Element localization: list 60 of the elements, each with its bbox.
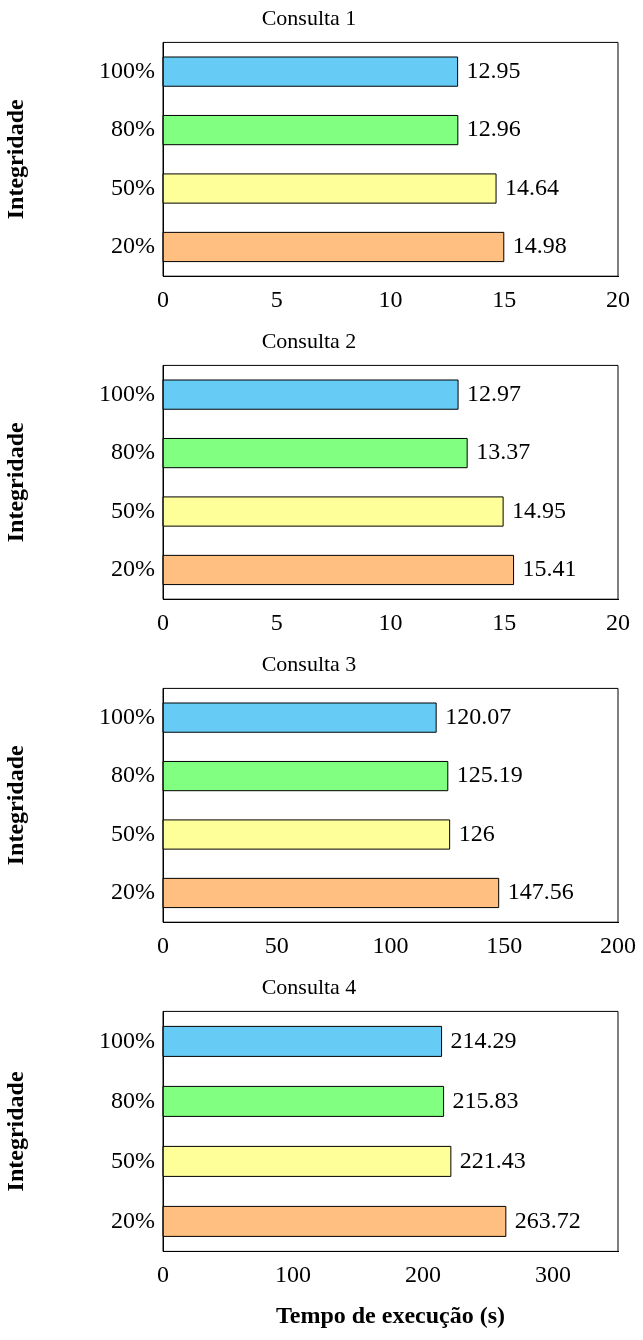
y-tick-label: 100% xyxy=(99,702,155,729)
x-tick-label: 0 xyxy=(157,608,169,635)
x-tick-label: 150 xyxy=(486,931,523,958)
y-axis-title: Integridade xyxy=(1,98,28,220)
x-tick-label: 5 xyxy=(270,285,283,312)
data-label: 147.56 xyxy=(507,878,574,905)
chart-title: Consulta 4 xyxy=(261,973,357,999)
chart-title: Consulta 2 xyxy=(261,327,357,353)
x-tick-label: 0 xyxy=(157,1261,169,1288)
x-tick-label: 200 xyxy=(405,1261,441,1288)
data-label: 125.19 xyxy=(456,761,523,788)
y-axis-title: Integridade xyxy=(1,421,28,543)
y-tick-label: 50% xyxy=(111,819,155,846)
y-tick-label: 100% xyxy=(99,56,155,83)
y-tick-label: 20% xyxy=(111,232,155,259)
x-tick-label: 10 xyxy=(378,608,403,635)
x-tick-label: 200 xyxy=(600,931,636,958)
y-tick-label: 50% xyxy=(111,1146,155,1173)
data-label: 12.95 xyxy=(466,56,521,83)
x-axis-title: Tempo de execução (s) xyxy=(275,1301,506,1328)
data-label: 263.72 xyxy=(514,1206,581,1233)
x-tick-label: 300 xyxy=(535,1261,571,1288)
x-tick-label: 50 xyxy=(264,931,289,958)
data-label: 12.96 xyxy=(466,115,521,142)
y-tick-label: 20% xyxy=(111,878,155,905)
y-tick-label: 50% xyxy=(111,173,155,200)
y-axis-title: Integridade xyxy=(1,744,28,866)
y-tick-label: 80% xyxy=(111,1086,155,1113)
x-tick-label: 20 xyxy=(606,608,630,635)
data-label: 13.37 xyxy=(476,438,531,465)
data-label: 215.83 xyxy=(452,1086,519,1113)
y-tick-label: 80% xyxy=(111,438,155,465)
data-label: 221.43 xyxy=(459,1146,526,1173)
data-label: 14.64 xyxy=(505,173,560,200)
y-tick-label: 20% xyxy=(111,1206,155,1233)
x-tick-label: 0 xyxy=(157,931,169,958)
y-tick-label: 80% xyxy=(111,761,155,788)
x-tick-label: 15 xyxy=(492,608,517,635)
data-label: 14.95 xyxy=(512,496,567,523)
y-tick-label: 100% xyxy=(99,379,155,406)
data-label: 120.07 xyxy=(445,702,512,729)
x-tick-label: 10 xyxy=(378,285,403,312)
x-tick-label: 100 xyxy=(275,1261,311,1288)
y-tick-label: 80% xyxy=(111,115,155,142)
y-tick-label: 50% xyxy=(111,496,155,523)
x-tick-label: 20 xyxy=(606,285,630,312)
x-tick-label: 0 xyxy=(157,285,169,312)
y-tick-label: 100% xyxy=(99,1026,155,1053)
chart-title: Consulta 3 xyxy=(261,650,357,676)
x-tick-label: 100 xyxy=(372,931,409,958)
data-label: 126 xyxy=(458,819,495,846)
y-tick-label: 20% xyxy=(111,555,155,582)
chart-title: Consulta 1 xyxy=(261,4,357,30)
data-label: 214.29 xyxy=(450,1026,517,1053)
data-label: 14.98 xyxy=(512,232,567,259)
data-label: 12.97 xyxy=(467,379,522,406)
x-tick-label: 15 xyxy=(492,285,517,312)
x-tick-label: 5 xyxy=(270,608,283,635)
y-axis-title: Integridade xyxy=(1,1071,28,1192)
data-label: 15.41 xyxy=(522,555,577,582)
